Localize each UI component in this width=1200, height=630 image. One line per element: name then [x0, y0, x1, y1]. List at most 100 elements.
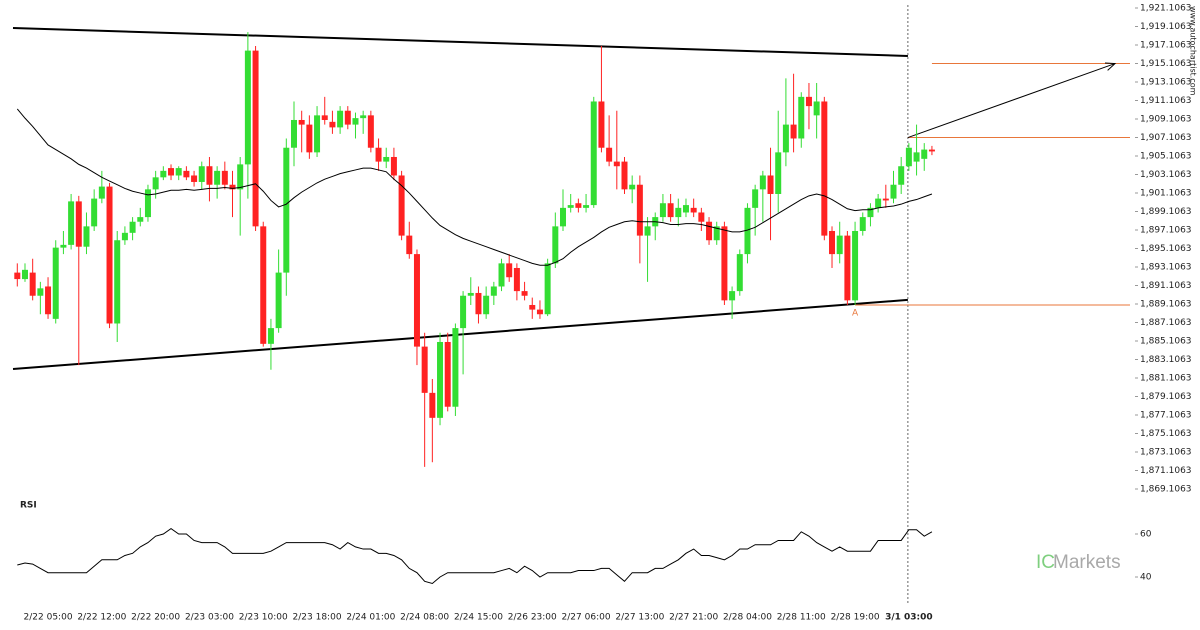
candle-body [52, 247, 59, 319]
candle-body [921, 149, 928, 159]
projection [907, 63, 1116, 139]
candle-body [606, 147, 613, 162]
y-tick-label: 1,895.1063 [1140, 244, 1192, 254]
candle-body [45, 286, 52, 315]
candle-body [314, 115, 321, 153]
y-tick-label: 1,899.1063 [1140, 207, 1192, 217]
x-tick-label: 2/23 10:00 [239, 613, 288, 623]
candle-body [798, 96, 805, 139]
candle-body [260, 226, 267, 344]
x-tick-label: 2/22 20:00 [131, 613, 180, 623]
x-tick-label: 2/23 18:00 [293, 613, 342, 623]
candle-body [721, 226, 728, 301]
candle-body [152, 177, 159, 190]
candle-body [437, 341, 444, 418]
candle-body [729, 291, 736, 301]
y-tick-label: 1,901.1063 [1140, 189, 1192, 199]
candle-body [244, 50, 251, 165]
candle-body [406, 235, 413, 255]
candle-body [513, 267, 520, 292]
watermark-brand: IC [1036, 552, 1055, 573]
candle-body [675, 207, 682, 218]
candle-body [444, 341, 451, 407]
candle-body [852, 230, 859, 301]
candle-body [106, 186, 113, 324]
candle-body [421, 346, 428, 393]
candle-body [91, 198, 98, 227]
candle-body [283, 147, 290, 273]
candle-body [552, 226, 559, 264]
watermark-name: Markets [1053, 552, 1121, 573]
x-tick-label: 2/28 11:00 [777, 613, 826, 623]
candle-body [367, 115, 374, 148]
candle-body [344, 110, 351, 125]
candle-body [183, 170, 190, 178]
moving-average [16, 108, 933, 266]
x-tick-label: 2/23 03:00 [185, 613, 234, 623]
rsi-title: RSI [20, 501, 37, 511]
y-tick-label: 1,869.1063 [1140, 485, 1192, 495]
candle-body [121, 232, 128, 241]
candle-body [598, 101, 605, 148]
candle-body [460, 295, 467, 329]
candle-body [529, 304, 536, 310]
candle-body [321, 115, 328, 120]
candle-body [506, 263, 513, 278]
candle-body [498, 263, 505, 287]
y-tick-label: 1,905.1063 [1140, 152, 1192, 162]
rsi-tick-label: 60 [1140, 530, 1152, 540]
candle-body [290, 119, 297, 148]
candle-body [413, 254, 420, 347]
candle-body [706, 221, 713, 241]
candle-body [759, 175, 766, 190]
x-tick-label: 2/24 08:00 [400, 613, 449, 623]
source: www.autochartist.com [1189, 6, 1198, 96]
rsi-line [17, 528, 933, 585]
candle-body [329, 121, 336, 128]
candle-body [636, 184, 643, 236]
candle-body [790, 124, 797, 139]
candle-body [275, 272, 282, 329]
candle-body [567, 205, 574, 208]
candle-body [383, 156, 390, 162]
candle-body [221, 170, 228, 185]
candle-body [659, 203, 666, 218]
candle-body [836, 235, 843, 255]
trendline [12, 27, 908, 57]
y-tick-label: 1,879.1063 [1140, 392, 1192, 402]
x-tick-label: 2/28 19:00 [831, 613, 880, 623]
y-tick-label: 1,885.1063 [1140, 337, 1192, 347]
candle-body [206, 166, 213, 185]
candle-body [644, 226, 651, 236]
candle-body [160, 170, 167, 178]
y-tick-label: 1,875.1063 [1140, 429, 1192, 439]
candle-body [621, 161, 628, 190]
candle-body [352, 118, 359, 125]
candle-body [859, 217, 866, 231]
candle-body [928, 149, 935, 152]
candle-body [306, 124, 313, 153]
candle-body [698, 212, 705, 222]
candle-body [475, 292, 482, 315]
candle-body [360, 115, 367, 119]
candle-body [83, 226, 90, 247]
y-tick-label: 1,893.1063 [1140, 263, 1192, 273]
y-tick-label: 1,919.1063 [1140, 22, 1192, 32]
candle-body [882, 198, 889, 201]
candle-body [767, 175, 774, 194]
x-tick-label: 2/22 05:00 [24, 613, 73, 623]
candle-body [429, 392, 436, 418]
candle-body [905, 147, 912, 167]
y-tick-label: 1,873.1063 [1140, 448, 1192, 458]
y-tick-label: 1,891.1063 [1140, 281, 1192, 291]
candle-body [829, 230, 836, 255]
candle-body [191, 175, 198, 182]
y-tick-label: 1,881.1063 [1140, 374, 1192, 384]
pattern-label: A [852, 308, 859, 318]
candle-body [575, 203, 582, 208]
x-tick-label: 2/22 12:00 [77, 613, 126, 623]
candle-body [875, 198, 882, 208]
x-tick-label: 2/24 15:00 [454, 613, 503, 623]
candle-body [544, 263, 551, 315]
